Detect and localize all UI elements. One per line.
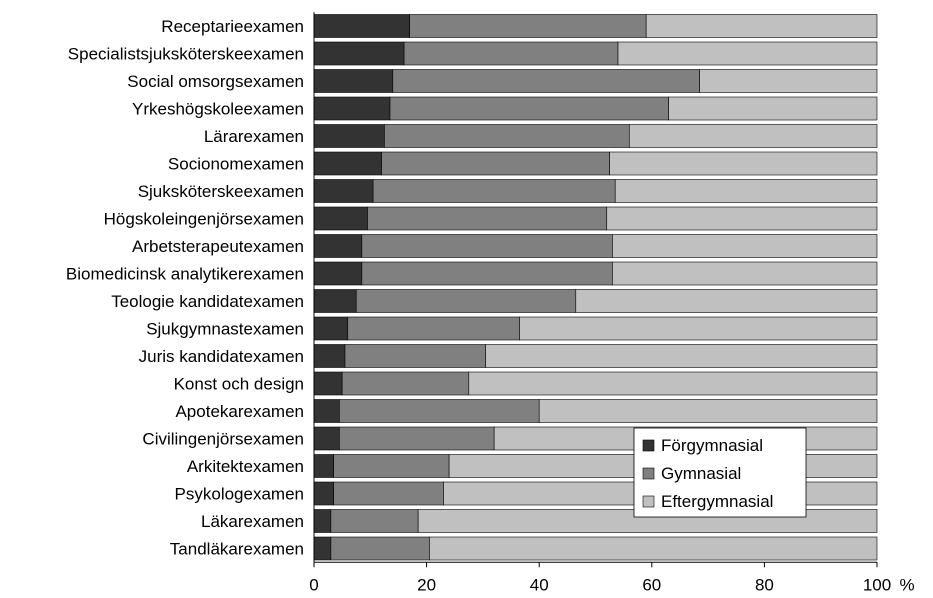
x-tick-label: 60 <box>642 575 661 594</box>
category-label: Teologie kandidatexamen <box>111 292 304 311</box>
bar-segment-2-row-2 <box>403 41 619 66</box>
bar-segment-2-row-16 <box>339 426 495 451</box>
bar-segment-2-row-5 <box>384 124 630 148</box>
bar-segment-1-row-18 <box>313 481 335 506</box>
category-label: Specialistsjuksköterskeexamen <box>68 45 304 64</box>
bar-segment-1-row-16 <box>313 426 340 451</box>
bar-segment-1-row-9 <box>313 234 363 258</box>
bar-segment-1-row-10 <box>313 261 363 286</box>
bar-segment-1-row-19 <box>313 509 332 533</box>
bar-segment-3-row-14 <box>468 371 878 396</box>
bar-segment-1-row-20 <box>313 536 332 561</box>
category-label: Sjuksköterskeexamen <box>138 182 304 201</box>
bar-segment-1-row-17 <box>313 454 335 478</box>
category-label: Social omsorgsexamen <box>127 72 304 91</box>
category-label: Lärarexamen <box>204 127 304 146</box>
bar-segment-1-row-14 <box>313 371 343 396</box>
bar-segment-1-row-4 <box>313 96 391 121</box>
category-label: Biomedicinsk analytikerexamen <box>66 265 304 284</box>
bar-segment-3-row-2 <box>617 41 878 66</box>
category-label: Apotekarexamen <box>175 402 304 421</box>
bar-segment-3-row-15 <box>538 399 878 423</box>
bar-segment-3-row-8 <box>606 206 878 231</box>
bar-segment-3-row-7 <box>614 179 878 203</box>
bars-group <box>313 14 878 561</box>
bar-segment-2-row-6 <box>381 151 610 176</box>
category-label: Juris kandidatexamen <box>139 347 304 366</box>
category-labels: Receptarieexamen Specialistsjuksköterskee… <box>66 17 304 559</box>
bar-segment-3-row-13 <box>485 344 878 368</box>
bar-segment-1-row-12 <box>313 316 349 341</box>
category-label: Läkarexamen <box>201 512 304 531</box>
bar-segment-3-row-9 <box>612 234 878 258</box>
x-tick-label: 80 <box>755 575 774 594</box>
bar-segment-2-row-8 <box>367 206 608 231</box>
bar-segment-3-row-3 <box>699 69 878 93</box>
bar-segment-1-row-11 <box>313 289 357 313</box>
category-label: Receptarieexamen <box>161 17 304 36</box>
bar-segment-2-row-9 <box>361 234 613 258</box>
x-tick-label: 0 <box>309 575 318 594</box>
legend-label: Gymnasial <box>661 464 741 483</box>
bar-segment-1-row-5 <box>313 124 385 148</box>
legend-box <box>633 427 807 518</box>
bar-segment-2-row-15 <box>339 399 540 423</box>
bar-segment-3-row-11 <box>575 289 878 313</box>
bar-segment-2-row-18 <box>333 481 444 506</box>
bar-segment-2-row-4 <box>389 96 669 121</box>
category-label: Sjukgymnastexamen <box>146 320 304 339</box>
bar-segment-2-row-3 <box>392 69 700 93</box>
bar-segment-3-row-5 <box>628 124 878 148</box>
bar-segment-2-row-17 <box>333 454 450 478</box>
category-label: Psykologexamen <box>175 485 304 504</box>
bar-segment-3-row-20 <box>429 536 878 561</box>
category-label: Socionomexamen <box>168 155 304 174</box>
bar-segment-2-row-1 <box>409 14 647 38</box>
x-axis-unit-label: % <box>899 575 914 594</box>
bar-segment-1-row-15 <box>313 399 340 423</box>
legend-swatch <box>642 439 655 452</box>
bar-segment-1-row-3 <box>313 69 394 93</box>
legend: Förgymnasial Gymnasial Eftergymnasial <box>633 427 807 518</box>
legend-swatch <box>642 495 655 508</box>
bar-segment-1-row-6 <box>313 151 382 176</box>
bar-segment-3-row-6 <box>609 151 878 176</box>
bar-segment-3-row-4 <box>668 96 878 121</box>
category-label: Yrkeshögskoleexamen <box>132 100 304 119</box>
category-label: Civilingenjörsexamen <box>142 430 304 449</box>
bar-segment-2-row-19 <box>330 509 419 533</box>
bar-segment-2-row-12 <box>347 316 520 341</box>
bar-segment-1-row-7 <box>313 179 374 203</box>
category-label: Konst och design <box>174 375 304 394</box>
bar-segment-3-row-10 <box>612 261 878 286</box>
bar-segment-1-row-1 <box>313 14 411 38</box>
x-axis: 0 20 40 60 80 100 <box>309 561 891 594</box>
category-label: Högskoleingenjörsexamen <box>104 210 304 229</box>
x-tick-label: 40 <box>530 575 549 594</box>
category-label: Arbetsterapeutexamen <box>132 237 304 256</box>
bar-segment-2-row-13 <box>344 344 487 368</box>
x-tick-label: 100 <box>863 575 891 594</box>
category-label: Tandläkarexamen <box>170 540 304 559</box>
bar-segment-2-row-7 <box>372 179 616 203</box>
bar-segment-3-row-1 <box>645 14 878 38</box>
bar-segment-1-row-2 <box>313 41 405 66</box>
bar-segment-1-row-8 <box>313 206 368 231</box>
legend-label: Eftergymnasial <box>661 492 773 511</box>
bar-segment-2-row-10 <box>361 261 613 286</box>
category-label: Arkitektexamen <box>187 457 304 476</box>
x-tick-label: 20 <box>417 575 436 594</box>
bar-segment-1-row-13 <box>313 344 346 368</box>
bar-segment-2-row-20 <box>330 536 430 561</box>
bar-segment-3-row-12 <box>519 316 878 341</box>
bar-segment-2-row-11 <box>355 289 577 313</box>
legend-label: Förgymnasial <box>661 436 763 455</box>
legend-swatch <box>642 467 655 480</box>
bar-segment-2-row-14 <box>341 371 470 396</box>
